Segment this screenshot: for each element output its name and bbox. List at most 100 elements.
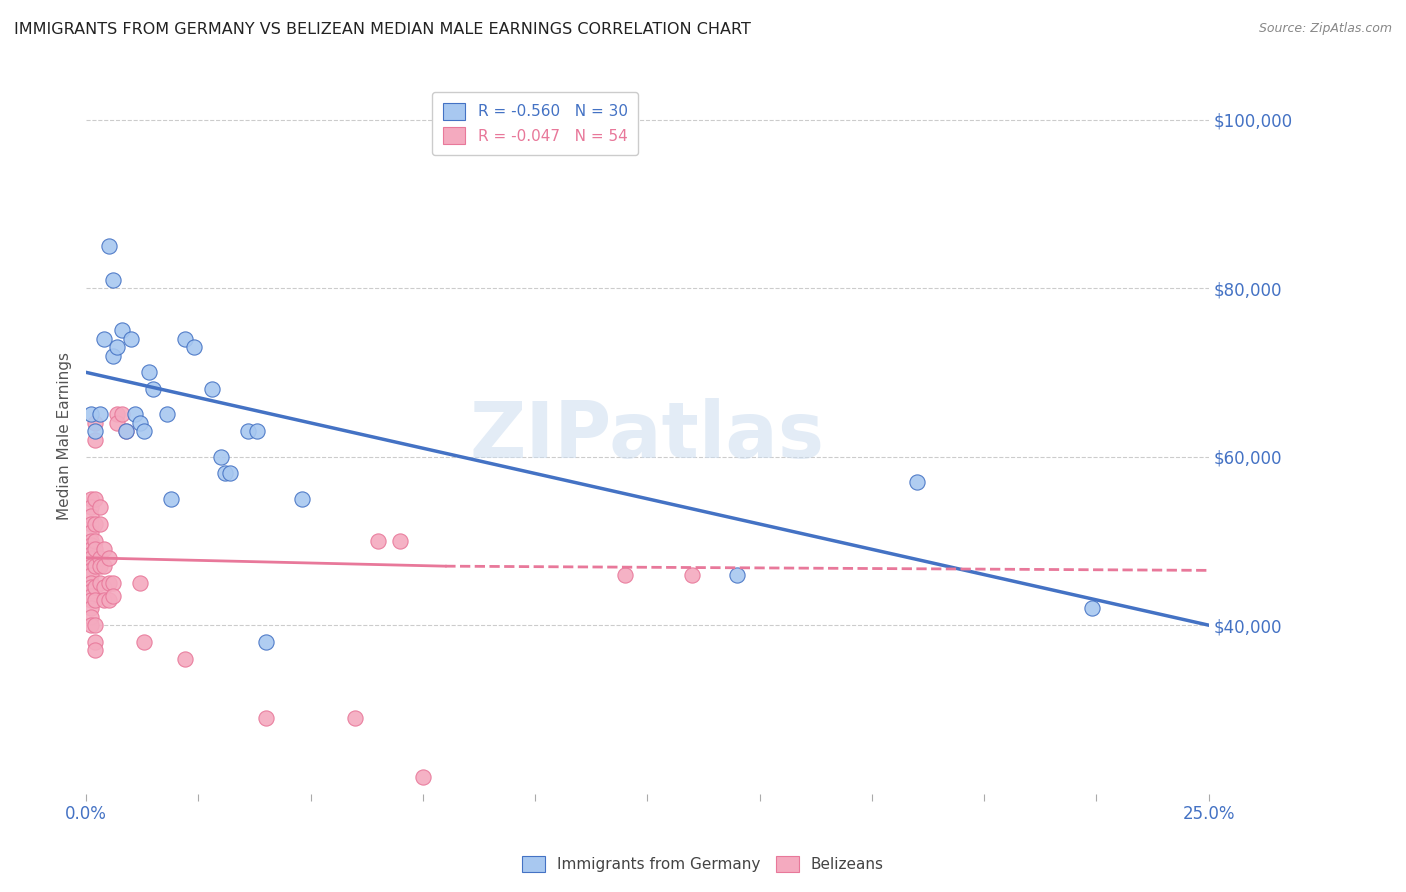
Point	[84, 425, 107, 439]
Point	[79, 589, 101, 603]
Point	[79, 491, 101, 506]
Point	[214, 467, 236, 481]
Point	[367, 533, 389, 548]
Point	[681, 567, 703, 582]
Point	[89, 500, 111, 515]
Point	[79, 609, 101, 624]
Point	[84, 433, 107, 447]
Text: ZIPatlas: ZIPatlas	[470, 398, 825, 474]
Point	[173, 652, 195, 666]
Point	[236, 425, 259, 439]
Point	[115, 425, 138, 439]
Point	[93, 332, 115, 346]
Point	[97, 576, 120, 591]
Point	[89, 408, 111, 422]
Point	[84, 580, 107, 594]
Point	[291, 491, 314, 506]
Point	[79, 542, 101, 557]
Point	[254, 635, 277, 649]
Point	[120, 332, 142, 346]
Point	[79, 580, 101, 594]
Point	[84, 516, 107, 531]
Point	[107, 416, 129, 430]
Point	[111, 408, 134, 422]
Point	[101, 349, 124, 363]
Point	[79, 584, 101, 599]
Point	[89, 550, 111, 565]
Point	[142, 382, 165, 396]
Point	[613, 567, 636, 582]
Point	[93, 592, 115, 607]
Point	[93, 580, 115, 594]
Point	[79, 618, 101, 632]
Point	[84, 533, 107, 548]
Point	[457, 888, 479, 892]
Point	[79, 601, 101, 615]
Point	[389, 533, 412, 548]
Point	[101, 273, 124, 287]
Point	[344, 711, 367, 725]
Point	[246, 425, 269, 439]
Point	[84, 491, 107, 506]
Text: IMMIGRANTS FROM GERMANY VS BELIZEAN MEDIAN MALE EARNINGS CORRELATION CHART: IMMIGRANTS FROM GERMANY VS BELIZEAN MEDI…	[14, 22, 751, 37]
Point	[89, 576, 111, 591]
Text: Source: ZipAtlas.com: Source: ZipAtlas.com	[1258, 22, 1392, 36]
Point	[89, 559, 111, 574]
Point	[201, 382, 224, 396]
Point	[124, 408, 146, 422]
Legend: R = -0.560   N = 30, R = -0.047   N = 54: R = -0.560 N = 30, R = -0.047 N = 54	[432, 92, 638, 154]
Point	[97, 550, 120, 565]
Point	[905, 475, 928, 489]
Point	[1081, 601, 1104, 615]
Point	[138, 365, 160, 379]
Point	[209, 450, 232, 464]
Legend: Immigrants from Germany, Belizeans: Immigrants from Germany, Belizeans	[515, 848, 891, 880]
Point	[79, 516, 101, 531]
Point	[84, 618, 107, 632]
Point	[79, 563, 101, 577]
Point	[134, 425, 156, 439]
Point	[129, 416, 152, 430]
Point	[254, 711, 277, 725]
Point	[129, 576, 152, 591]
Point	[79, 525, 101, 540]
Point	[79, 592, 101, 607]
Point	[101, 589, 124, 603]
Point	[115, 425, 138, 439]
Point	[134, 635, 156, 649]
Point	[524, 888, 547, 892]
Point	[79, 538, 101, 552]
Point	[79, 500, 101, 515]
Point	[89, 516, 111, 531]
Y-axis label: Median Male Earnings: Median Male Earnings	[58, 351, 72, 519]
Point	[93, 542, 115, 557]
Point	[97, 239, 120, 253]
Point	[79, 547, 101, 561]
Point	[79, 533, 101, 548]
Point	[160, 491, 183, 506]
Point	[79, 576, 101, 591]
Point	[107, 340, 129, 354]
Point	[79, 508, 101, 523]
Point	[84, 635, 107, 649]
Point	[101, 576, 124, 591]
Point	[93, 559, 115, 574]
Point	[97, 592, 120, 607]
Point	[412, 770, 434, 784]
Point	[84, 542, 107, 557]
Point	[156, 408, 179, 422]
Point	[79, 408, 101, 422]
Point	[218, 467, 240, 481]
Point	[79, 559, 101, 574]
Point	[173, 332, 195, 346]
Point	[84, 559, 107, 574]
Point	[725, 567, 748, 582]
Point	[84, 416, 107, 430]
Point	[79, 550, 101, 565]
Point	[107, 408, 129, 422]
Point	[111, 323, 134, 337]
Point	[84, 643, 107, 657]
Point	[79, 567, 101, 582]
Point	[183, 340, 205, 354]
Point	[84, 592, 107, 607]
